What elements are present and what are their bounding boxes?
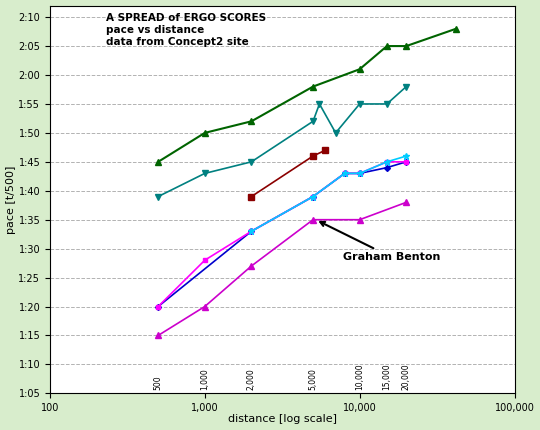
Text: 15,000: 15,000 [382, 364, 392, 390]
Text: A SPREAD of ERGO SCORES
pace vs distance
data from Concept2 site: A SPREAD of ERGO SCORES pace vs distance… [106, 13, 266, 46]
Text: Graham Benton: Graham Benton [320, 222, 440, 262]
Y-axis label: pace [t/500]: pace [t/500] [5, 165, 16, 233]
Text: 500: 500 [154, 376, 163, 390]
Text: 20,000: 20,000 [402, 364, 411, 390]
X-axis label: distance [log scale]: distance [log scale] [228, 415, 337, 424]
Text: 10,000: 10,000 [355, 364, 364, 390]
Text: 2,000: 2,000 [247, 369, 256, 390]
Text: 1,000: 1,000 [200, 369, 210, 390]
Text: 5,000: 5,000 [308, 369, 318, 390]
